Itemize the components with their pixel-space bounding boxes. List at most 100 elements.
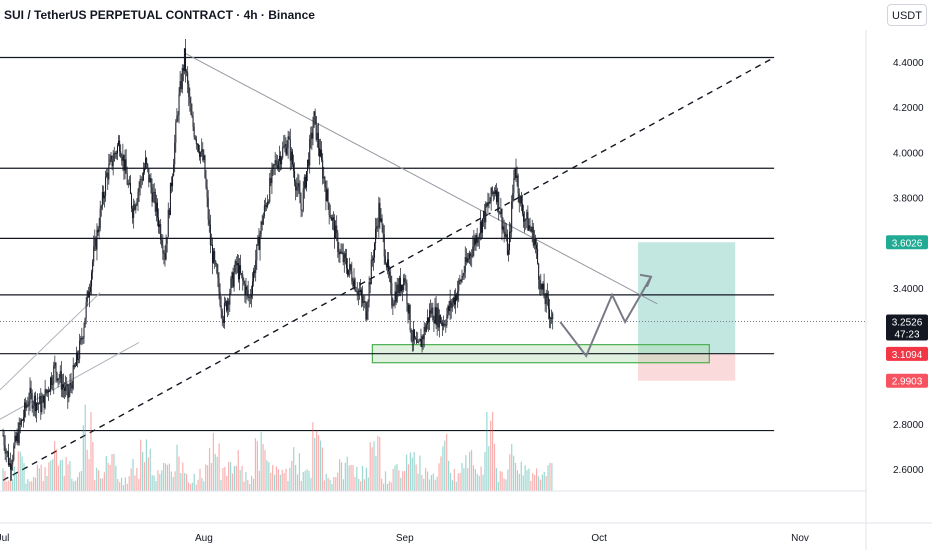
volume-bar — [507, 469, 509, 491]
volume-bar — [344, 462, 346, 491]
volume-bar — [42, 481, 44, 491]
candle-body — [192, 116, 194, 127]
candle-body — [97, 229, 99, 233]
candle-body — [464, 256, 466, 273]
volume-bar — [394, 465, 396, 491]
candle-body — [218, 278, 220, 292]
candle-body — [87, 291, 89, 298]
candle-body — [308, 159, 310, 166]
candle-body — [347, 268, 349, 275]
candle-body — [191, 114, 193, 117]
volume-bar — [31, 481, 33, 491]
candle-body — [544, 298, 546, 305]
candle-body — [350, 264, 352, 272]
candle-body — [186, 71, 188, 73]
volume-bar — [373, 441, 375, 491]
candle-body — [398, 277, 400, 294]
volume-bar — [505, 479, 507, 491]
volume-bar — [224, 466, 226, 491]
candle-body — [348, 269, 350, 275]
volume-bar — [138, 478, 140, 491]
candle-body — [361, 289, 363, 297]
candle-body — [174, 142, 176, 165]
candle-body — [276, 164, 278, 169]
candle-body — [120, 151, 122, 157]
volume-bar — [208, 447, 211, 491]
volume-bar — [317, 435, 320, 491]
stop-price-label: 2.9903 — [892, 377, 923, 388]
volume-bar — [115, 465, 117, 491]
volume-bar — [545, 475, 547, 491]
candle-body — [512, 193, 514, 202]
candle-body — [548, 308, 550, 319]
volume-bar — [532, 473, 534, 491]
volume-bar — [298, 453, 301, 491]
candle-body — [545, 293, 547, 305]
candle-body — [66, 384, 68, 386]
candle-body — [444, 323, 446, 326]
volume-bar — [444, 440, 446, 491]
volume-bar — [120, 477, 123, 491]
candle-body — [447, 306, 449, 315]
volume-bar — [522, 475, 524, 491]
volume-bar — [501, 471, 503, 491]
candle-body — [416, 338, 418, 343]
candle-body — [433, 320, 435, 324]
volume-bar — [396, 463, 398, 491]
candle-body — [356, 291, 358, 295]
candle-body — [384, 256, 386, 264]
candle-body — [403, 278, 405, 290]
candle-body — [494, 190, 496, 194]
candle-body — [334, 219, 336, 239]
volume-bar — [321, 447, 323, 491]
candle-body — [515, 168, 517, 178]
candle-body — [33, 395, 35, 406]
x-tick-label: Nov — [791, 533, 809, 544]
volume-bar — [342, 479, 345, 491]
candle-body — [516, 175, 518, 178]
candle-body — [170, 182, 172, 187]
volume-bar — [295, 464, 297, 491]
candle-body — [422, 336, 424, 340]
volume-bar — [492, 411, 494, 491]
volume-bar — [11, 479, 14, 491]
candle-body — [372, 257, 374, 261]
candle-body — [339, 251, 341, 255]
volume-bar — [164, 463, 167, 491]
candle-body — [518, 193, 520, 204]
candle-body — [16, 432, 18, 441]
candle-body — [293, 164, 295, 171]
candle-body — [50, 377, 52, 391]
candle-body — [197, 144, 199, 152]
volume-bar — [365, 467, 367, 491]
volume-bar — [220, 479, 222, 491]
candle-body — [261, 221, 263, 225]
volume-bar — [457, 473, 459, 491]
candle-body — [462, 275, 464, 277]
candle-body — [531, 226, 533, 232]
volume-bar — [293, 447, 295, 491]
candle-body — [357, 290, 359, 295]
candle-body — [40, 396, 42, 412]
candle-body — [196, 144, 198, 146]
candle-body — [136, 201, 138, 205]
volume-bar — [98, 470, 100, 491]
candle-body — [62, 384, 64, 388]
candle-body — [420, 338, 422, 347]
candle-body — [237, 262, 239, 280]
candle-body — [374, 243, 376, 258]
candle-body — [397, 284, 399, 294]
candle-body — [365, 302, 367, 320]
currency-button[interactable]: USDT — [887, 4, 927, 26]
candle-body — [511, 201, 513, 232]
candle-body — [26, 405, 28, 409]
volume-bar — [520, 461, 522, 491]
candle-body — [488, 202, 490, 204]
candle-body — [190, 103, 192, 115]
y-tick-label: 4.0000 — [893, 148, 924, 159]
volume-bar — [513, 455, 515, 491]
candle-body — [501, 209, 503, 230]
volume-bar — [423, 478, 425, 491]
volume-bar — [528, 468, 530, 491]
